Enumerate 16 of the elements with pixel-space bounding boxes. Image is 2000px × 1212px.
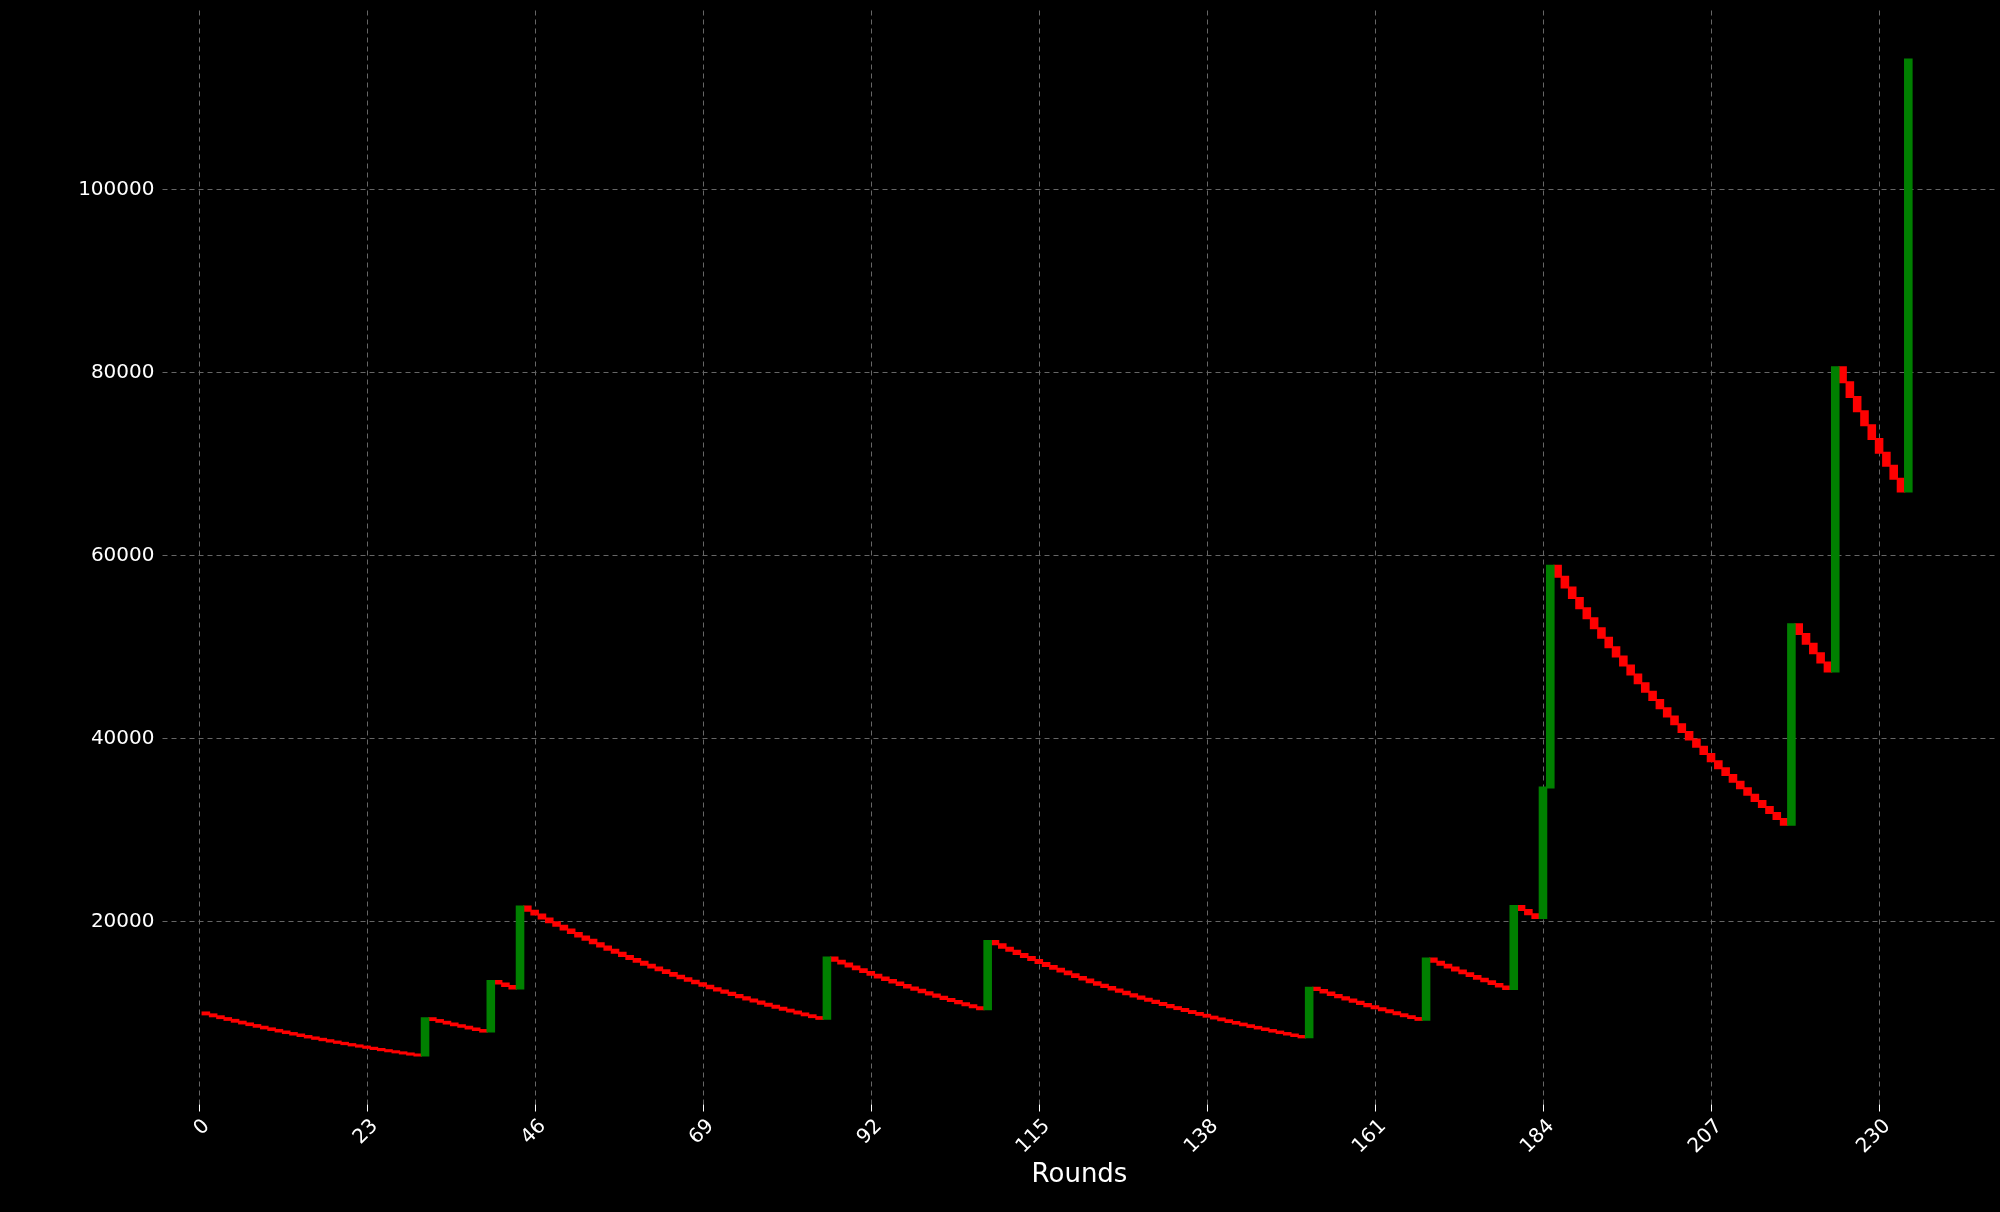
y-tick-label: 20000 [90,908,155,933]
y-tick-label: 40000 [90,725,155,750]
x-tick-label: 230 [1850,1113,1895,1158]
x-tick-label: 161 [1346,1113,1391,1158]
x-tick-label: 184 [1514,1113,1559,1158]
x-tick-label: 138 [1178,1113,1223,1158]
y-tick-label: 60000 [90,542,155,567]
x-axis-title: Rounds [1031,1157,1128,1188]
y-tick-label: 100000 [78,176,155,201]
x-tick-label: 0 [187,1113,214,1140]
x-tick-label: 92 [851,1113,887,1149]
x-tick-label: 69 [683,1113,719,1149]
x-tick-label: 115 [1010,1113,1055,1158]
x-tick-label: 23 [346,1113,382,1149]
x-tick-label: 46 [515,1113,550,1149]
y-tick-label: 80000 [90,359,155,384]
